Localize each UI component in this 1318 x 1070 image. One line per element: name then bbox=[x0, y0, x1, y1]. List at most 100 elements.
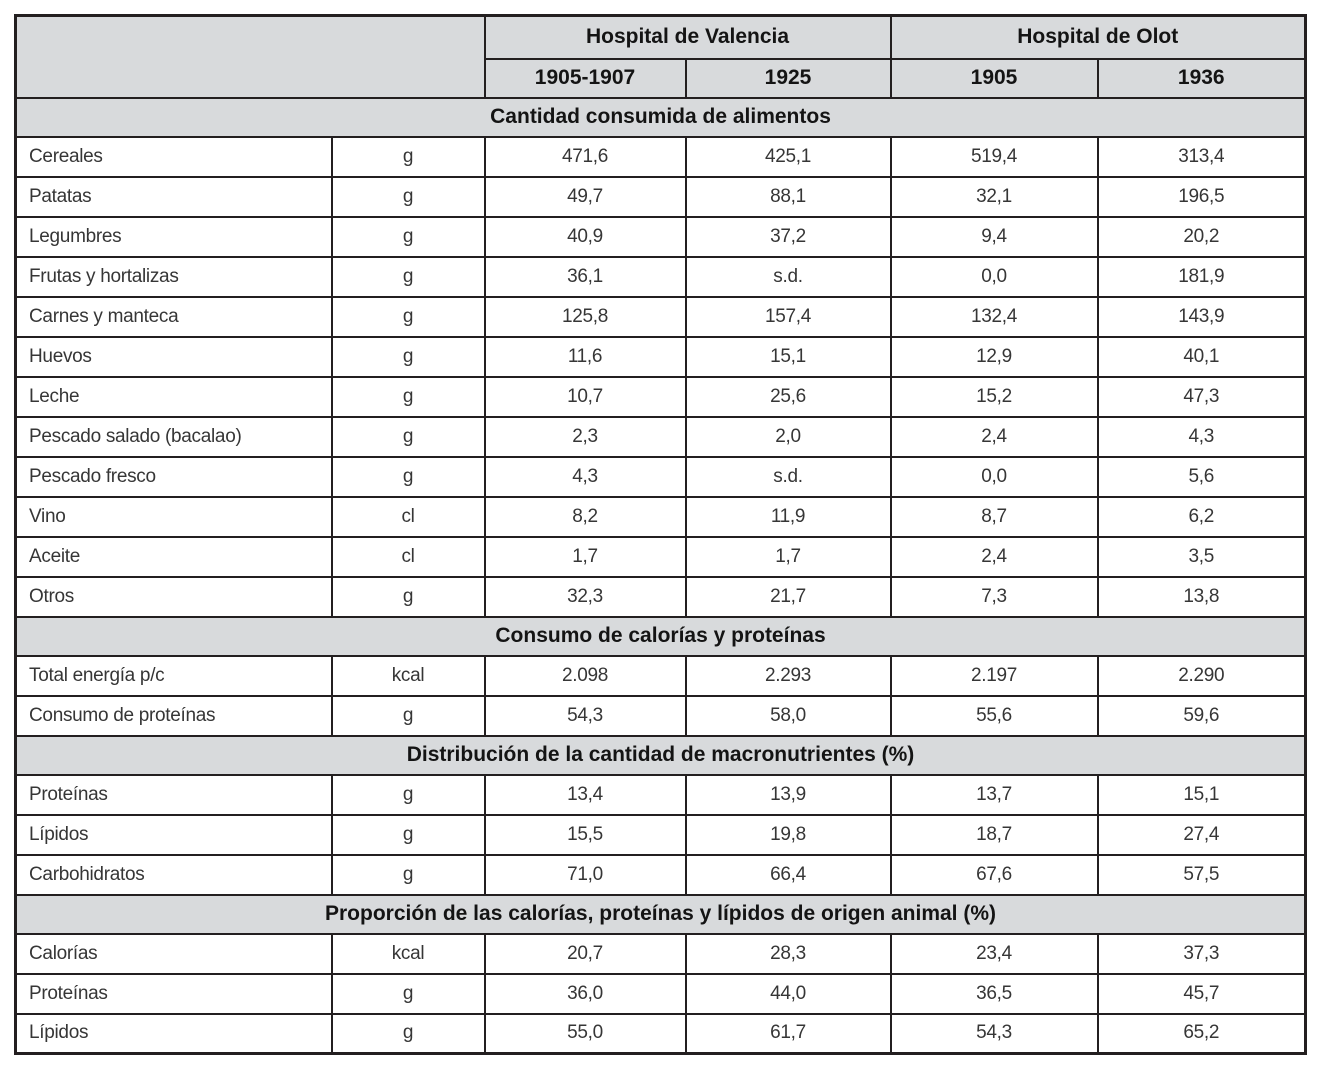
row-value: 313,4 bbox=[1096, 135, 1307, 178]
row-value: 18,7 bbox=[889, 813, 1099, 856]
row-value: 15,2 bbox=[889, 375, 1099, 418]
row-value: 59,6 bbox=[1096, 694, 1307, 737]
row-unit: g bbox=[330, 575, 486, 618]
row-label: Carbohidratos bbox=[14, 853, 333, 896]
section-title: Distribución de la cantidad de macronutr… bbox=[14, 734, 1307, 776]
row-value: 61,7 bbox=[684, 1012, 892, 1055]
table-header: Hospital de Valencia Hospital de Olot 19… bbox=[14, 14, 1307, 99]
year-header-olot-1905: 1905 bbox=[889, 57, 1099, 99]
row-value: 25,6 bbox=[684, 375, 892, 418]
section-title: Cantidad consumida de alimentos bbox=[14, 96, 1307, 138]
column-group-hospital-olot: Hospital de Olot bbox=[889, 14, 1307, 60]
table-row-huevos: Huevos g 11,6 15,1 12,9 40,1 bbox=[14, 335, 1307, 378]
row-value: 4,3 bbox=[1096, 415, 1307, 458]
table-row-carbohidratos: Carbohidratos g 71,0 66,4 67,6 57,5 bbox=[14, 853, 1307, 896]
row-label: Lípidos bbox=[14, 813, 333, 856]
row-value: 36,5 bbox=[889, 972, 1099, 1015]
year-header-valencia-1905-1907: 1905-1907 bbox=[483, 57, 687, 99]
row-value: 13,9 bbox=[684, 773, 892, 816]
row-value: 6,2 bbox=[1096, 495, 1307, 538]
table-row-pescado-salado: Pescado salado (bacalao) g 2,3 2,0 2,4 4… bbox=[14, 415, 1307, 458]
year-header-valencia-1925: 1925 bbox=[684, 57, 892, 99]
row-value: 40,9 bbox=[483, 215, 687, 258]
table-row-vino: Vino cl 8,2 11,9 8,7 6,2 bbox=[14, 495, 1307, 538]
row-unit: g bbox=[330, 335, 486, 378]
row-value: 13,7 bbox=[889, 773, 1099, 816]
row-value: 0,0 bbox=[889, 455, 1099, 498]
section-header-distribucion-macronutrientes: Distribución de la cantidad de macronutr… bbox=[14, 734, 1307, 776]
table-row-total-energia: Total energía p/c kcal 2.098 2.293 2.197… bbox=[14, 654, 1307, 697]
row-value: 32,3 bbox=[483, 575, 687, 618]
row-value: 49,7 bbox=[483, 175, 687, 218]
row-value: 47,3 bbox=[1096, 375, 1307, 418]
row-label: Vino bbox=[14, 495, 333, 538]
row-value: 55,6 bbox=[889, 694, 1099, 737]
row-unit: g bbox=[330, 135, 486, 178]
row-label: Legumbres bbox=[14, 215, 333, 258]
year-header-row: 1905-1907 1925 1905 1936 bbox=[16, 57, 1307, 99]
row-value: 20,2 bbox=[1096, 215, 1307, 258]
row-value: 15,1 bbox=[1096, 773, 1307, 816]
row-value: 425,1 bbox=[684, 135, 892, 178]
row-value: 65,2 bbox=[1096, 1012, 1307, 1055]
table-row-lipidos-distribucion: Lípidos g 15,5 19,8 18,7 27,4 bbox=[14, 813, 1307, 856]
row-value: 519,4 bbox=[889, 135, 1099, 178]
row-value: 2.290 bbox=[1096, 654, 1307, 697]
table-row-proteinas-distribucion: Proteínas g 13,4 13,9 13,7 15,1 bbox=[14, 773, 1307, 816]
table-row-legumbres: Legumbres g 40,9 37,2 9,4 20,2 bbox=[14, 215, 1307, 258]
row-value: 4,3 bbox=[483, 455, 687, 498]
row-value: 19,8 bbox=[684, 813, 892, 856]
section-header-cantidad-consumida: Cantidad consumida de alimentos bbox=[14, 96, 1307, 138]
row-value: 32,1 bbox=[889, 175, 1099, 218]
row-label: Calorías bbox=[14, 932, 333, 975]
row-value: 13,4 bbox=[483, 773, 687, 816]
table-body: Cantidad consumida de alimentos Cereales… bbox=[14, 96, 1307, 1055]
row-value: 36,1 bbox=[483, 255, 687, 298]
row-label: Consumo de proteínas bbox=[14, 694, 333, 737]
table-row-aceite: Aceite cl 1,7 1,7 2,4 3,5 bbox=[14, 535, 1307, 578]
row-value: 2,4 bbox=[889, 415, 1099, 458]
row-value: 2,3 bbox=[483, 415, 687, 458]
row-value: 2.197 bbox=[889, 654, 1099, 697]
row-label: Patatas bbox=[14, 175, 333, 218]
row-value: 196,5 bbox=[1096, 175, 1307, 218]
row-value: 55,0 bbox=[483, 1012, 687, 1055]
row-value: 21,7 bbox=[684, 575, 892, 618]
row-value: s.d. bbox=[684, 455, 892, 498]
section-header-consumo-calorias: Consumo de calorías y proteínas bbox=[14, 615, 1307, 657]
row-unit: g bbox=[330, 295, 486, 338]
table-row-pescado-fresco: Pescado fresco g 4,3 s.d. 0,0 5,6 bbox=[14, 455, 1307, 498]
section-title: Consumo de calorías y proteínas bbox=[14, 615, 1307, 657]
row-unit: cl bbox=[330, 495, 486, 538]
row-unit: g bbox=[330, 215, 486, 258]
row-label: Otros bbox=[14, 575, 333, 618]
column-group-hospital-valencia: Hospital de Valencia bbox=[483, 14, 892, 60]
row-unit: g bbox=[330, 694, 486, 737]
table-row-cereales: Cereales g 471,6 425,1 519,4 313,4 bbox=[14, 135, 1307, 178]
year-header-olot-1936: 1936 bbox=[1096, 57, 1307, 99]
row-value: 67,6 bbox=[889, 853, 1099, 896]
corner-cell bbox=[14, 14, 486, 99]
row-unit: kcal bbox=[330, 654, 486, 697]
row-label: Proteínas bbox=[14, 972, 333, 1015]
row-value: 3,5 bbox=[1096, 535, 1307, 578]
row-unit: g bbox=[330, 972, 486, 1015]
row-label: Huevos bbox=[14, 335, 333, 378]
row-value: 15,1 bbox=[684, 335, 892, 378]
row-label: Frutas y hortalizas bbox=[14, 255, 333, 298]
row-value: 44,0 bbox=[684, 972, 892, 1015]
row-value: 71,0 bbox=[483, 853, 687, 896]
row-value: 37,3 bbox=[1096, 932, 1307, 975]
row-unit: g bbox=[330, 853, 486, 896]
row-value: 36,0 bbox=[483, 972, 687, 1015]
row-value: 28,3 bbox=[684, 932, 892, 975]
row-value: 157,4 bbox=[684, 295, 892, 338]
table-row-frutas-y-hortalizas: Frutas y hortalizas g 36,1 s.d. 0,0 181,… bbox=[14, 255, 1307, 298]
table-row-patatas: Patatas g 49,7 88,1 32,1 196,5 bbox=[14, 175, 1307, 218]
row-value: 11,9 bbox=[684, 495, 892, 538]
row-unit: g bbox=[330, 415, 486, 458]
row-value: 181,9 bbox=[1096, 255, 1307, 298]
row-unit: g bbox=[330, 773, 486, 816]
row-value: s.d. bbox=[684, 255, 892, 298]
row-value: 66,4 bbox=[684, 853, 892, 896]
